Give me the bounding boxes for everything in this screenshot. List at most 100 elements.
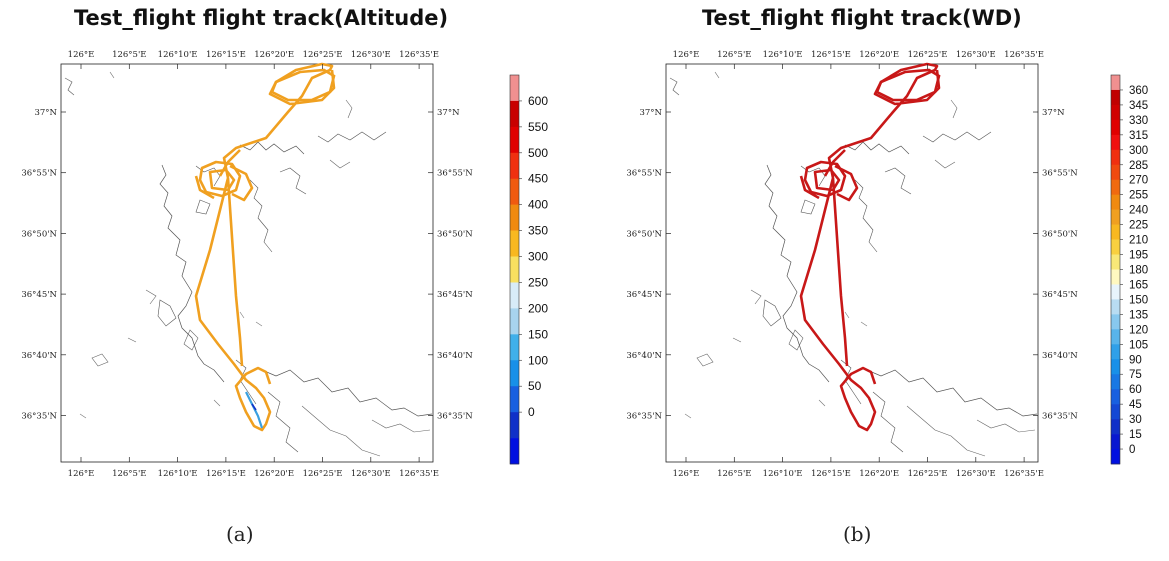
panel-b-ytick-left-label: 36°40'N	[626, 351, 662, 361]
panel-b-colorbar-swatch	[1111, 389, 1120, 405]
panel-a-colorbar-label: 200	[528, 301, 548, 315]
panel-a-title: Test_flight flight track(Altitude)	[74, 6, 449, 30]
panel-b-colorbar-label: 0	[1129, 444, 1135, 456]
panel-a-ytick-right-label: 36°55'N	[437, 169, 473, 179]
panel-a-xtick-top-label: 126°25'E	[303, 50, 343, 60]
panel-b-colorbar-swatch	[1111, 299, 1120, 315]
panel-b-colorbar-label: 240	[1129, 205, 1148, 217]
panel-b-colorbar-swatch	[1111, 254, 1120, 270]
panel-b-title: Test_flight flight track(WD)	[702, 6, 1022, 30]
panel-a-axis-ticks: 126°E 126°E 126°5'E 126°5'E 126°10'E 126°10'E…	[21, 50, 473, 479]
panel-a-xtick-top-label: 126°30'E	[351, 50, 391, 60]
panel-b-colorbar-swatch	[1111, 104, 1120, 121]
panel-a-ytick-right-label: 36°50'N	[437, 229, 473, 239]
panel-b-ytick-left-label: 37°N	[639, 108, 662, 118]
panel-b-colorbar-swatch	[1111, 179, 1120, 195]
panel-b-ytick-left-label: 36°35'N	[626, 412, 662, 422]
panel-a-xtick-bottom-label: 126°20'E	[254, 469, 294, 479]
panel-a-ytick-right-label: 36°45'N	[437, 290, 473, 300]
panel-a-colorbar-label: 250	[528, 275, 548, 289]
panel-b-xtick-bottom-label: 126°30'E	[956, 469, 996, 479]
panel-a-xtick-bottom-label: 126°15'E	[206, 469, 246, 479]
panel-a-colorbar-swatch	[510, 334, 519, 361]
panel-b-xtick-bottom-label: 126°35'E	[1004, 469, 1044, 479]
panel-a-colorbar-label: 50	[528, 379, 542, 393]
panel-b-colorbar-swatch	[1111, 404, 1120, 420]
panel-b-ytick-left-label: 36°50'N	[626, 229, 662, 239]
panel-b-colorbar-label: 105	[1129, 339, 1148, 351]
panel-a-colorbar-swatch	[510, 282, 519, 309]
panel-b-xtick-top-label: 126°15'E	[811, 50, 851, 60]
panel-a-colorbar-swatch	[510, 100, 519, 128]
panel-a-colorbar-label: 550	[528, 120, 548, 134]
panel-b-colorbar-swatch	[1111, 284, 1120, 300]
panel-b-colorbar-label: 360	[1129, 85, 1148, 97]
panel-a-xtick-top-label: 126°10'E	[158, 50, 198, 60]
panel-a-xtick-top-label: 126°E	[68, 50, 95, 60]
panel-b-colorbar-label: 150	[1129, 294, 1148, 306]
panel-a-colorbar-swatch	[510, 126, 519, 154]
panel-a-xtick-top-label: 126°15'E	[206, 50, 246, 60]
panel-b-colorbar-swatch	[1111, 344, 1120, 360]
panel-b-colorbar-label: 75	[1129, 369, 1142, 381]
panel-b-xtick-top-label: 126°25'E	[908, 50, 948, 60]
panel-a-xtick-top-label: 126°35'E	[399, 50, 439, 60]
panel-a-colorbar-label: 400	[528, 198, 548, 212]
panel-b-colorbar-swatch	[1111, 164, 1120, 181]
panel-b-colorbar-label: 120	[1129, 324, 1148, 336]
panel-b-colorbar-swatch	[1111, 134, 1120, 151]
panel-a-ytick-right-label: 36°40'N	[437, 351, 473, 361]
panel-a-colorbar-swatch	[510, 75, 519, 102]
panel-a-colorbar-swatch	[510, 386, 519, 413]
panel-a-colorbar-swatch	[510, 204, 519, 231]
panel-a-colorbar-swatch	[510, 230, 519, 257]
panel-b-colorbar: 3603453303153002852702552402252101951801…	[1110, 74, 1148, 465]
panel-a-colorbar-swatch	[510, 152, 519, 180]
panel-b-xtick-top-label: 126°E	[673, 50, 700, 60]
panel-b-ytick-left-label: 36°45'N	[626, 290, 662, 300]
panel-a-ytick-left-label: 36°50'N	[21, 229, 57, 239]
panel-b-colorbar-label: 210	[1129, 235, 1148, 247]
panel-b-colorbar-label: 45	[1129, 399, 1142, 411]
panel-b-ytick-right-label: 36°45'N	[1042, 290, 1078, 300]
panel-a-ytick-left-label: 37°N	[34, 108, 57, 118]
panel-b-axis-ticks: 126°E 126°E 126°5'E 126°5'E 126°10'E 126°10'E…	[626, 50, 1078, 479]
panel-a-colorbar-label: 150	[528, 327, 548, 341]
panel-b-xtick-bottom-label: 126°5'E	[717, 469, 751, 479]
panel-b-xtick-top-label: 126°20'E	[859, 50, 899, 60]
panel-b-xtick-bottom-label: 126°20'E	[859, 469, 899, 479]
panel-b-colorbar-label: 270	[1129, 175, 1148, 187]
panel-a-low-altitude-segment	[245, 391, 264, 429]
panel-b-colorbar-swatch	[1111, 209, 1120, 225]
panel-b-xtick-top-label: 126°30'E	[956, 50, 996, 60]
panel-b-colorbar-label: 30	[1129, 414, 1142, 426]
panel-b-ytick-right-label: 36°35'N	[1042, 412, 1078, 422]
panel-b-colorbar-label: 330	[1129, 115, 1148, 127]
panel-b-ytick-right-label: 36°55'N	[1042, 169, 1078, 179]
panel-b-colorbar-swatch	[1111, 314, 1120, 330]
panel-b-xtick-top-label: 126°10'E	[763, 50, 803, 60]
panel-a-xtick-bottom-label: 126°30'E	[351, 469, 391, 479]
panel-b-xtick-top-label: 126°35'E	[1004, 50, 1044, 60]
panel-a-colorbar-swatch	[510, 308, 519, 335]
panel-a-colorbar-swatch	[510, 412, 519, 439]
panel-b-colorbar-label: 15	[1129, 429, 1142, 441]
panel-b-colorbar-label: 165	[1129, 279, 1148, 291]
panel-a-ytick-right-label: 37°N	[437, 108, 460, 118]
panel-a-ytick-left-label: 36°40'N	[21, 351, 57, 361]
panel-b-xtick-bottom-label: 126°E	[673, 469, 700, 479]
panel-b-colorbar-label: 255	[1129, 190, 1148, 202]
panel-b-colorbar-label: 195	[1129, 250, 1148, 262]
panel-b-xtick-bottom-label: 126°10'E	[763, 469, 803, 479]
panel-b-colorbar-swatch	[1111, 75, 1120, 91]
panel-a-xtick-top-label: 126°20'E	[254, 50, 294, 60]
panel-b-colorbar-swatch	[1111, 374, 1120, 390]
panel-b-ytick-right-label: 37°N	[1042, 108, 1065, 118]
panel-b-colorbar-swatch	[1111, 194, 1120, 210]
panel-b-ytick-right-label: 36°50'N	[1042, 229, 1078, 239]
panel-a-colorbar-swatch	[510, 178, 519, 205]
panel-b-colorbar-swatch	[1111, 359, 1120, 375]
panel-b-colorbar-swatch	[1111, 269, 1120, 285]
